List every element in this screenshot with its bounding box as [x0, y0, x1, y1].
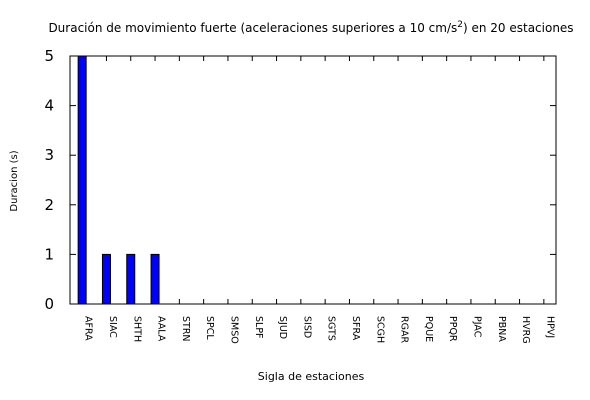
x-tick-label: SJUD	[277, 316, 288, 339]
bar	[77, 55, 87, 305]
x-tick-label: SGTS	[326, 316, 337, 341]
plot-border	[69, 55, 557, 305]
y-tick-label: 2	[44, 196, 54, 214]
x-tick-label: RGAR	[399, 316, 410, 343]
chart-title: Duración de movimiento fuerte (aceleraci…	[48, 20, 573, 35]
x-tick-label: PQUE	[423, 316, 434, 342]
bar	[150, 253, 160, 305]
x-tick-label: SMSO	[228, 316, 239, 344]
x-tick-label: SCGH	[374, 316, 385, 343]
x-tick-label: SHTH	[131, 316, 142, 342]
x-tick-label: PPQR	[447, 316, 458, 342]
chart-title-superscript: 2	[457, 20, 463, 30]
y-axis-ticks: 0 1 2 3 4 5	[44, 47, 556, 313]
x-axis-ticks: AFRA SIAC SHTH AALA STRN SPCL SMSO SLPF SJUD SISD…	[81, 56, 555, 344]
plot-frame	[69, 55, 557, 305]
y-tick-label: 3	[44, 146, 54, 164]
chart-title-end: ) en 20 estaciones	[463, 21, 574, 35]
x-tick-label: STRN	[180, 316, 191, 342]
x-axis-label: Sigla de estaciones	[258, 370, 365, 383]
y-axis-label: Duracion (s)	[9, 150, 20, 211]
x-tick-label: SLPF	[253, 316, 264, 339]
bar	[101, 253, 111, 305]
x-tick-label: SFRA	[350, 316, 361, 341]
x-tick-label: SISD	[301, 316, 312, 338]
x-tick-label: HVRG	[520, 316, 531, 344]
bar	[126, 253, 136, 305]
x-tick-label: PBNA	[496, 316, 507, 342]
y-tick-label: 5	[44, 47, 54, 65]
y-tick-label: 0	[44, 295, 54, 313]
x-tick-label: AFRA	[83, 316, 94, 341]
chart-title-main: Duración de movimiento fuerte (aceleraci…	[48, 21, 457, 35]
y-tick-label: 4	[44, 97, 54, 115]
y-tick-label: 1	[44, 245, 54, 263]
bars	[77, 55, 160, 305]
x-tick-label: HPVJ	[544, 316, 555, 338]
x-tick-label: AALA	[156, 316, 167, 342]
x-tick-label: PJAC	[471, 316, 482, 338]
x-tick-label: SPCL	[204, 316, 215, 340]
x-tick-label: SIAC	[107, 316, 118, 338]
